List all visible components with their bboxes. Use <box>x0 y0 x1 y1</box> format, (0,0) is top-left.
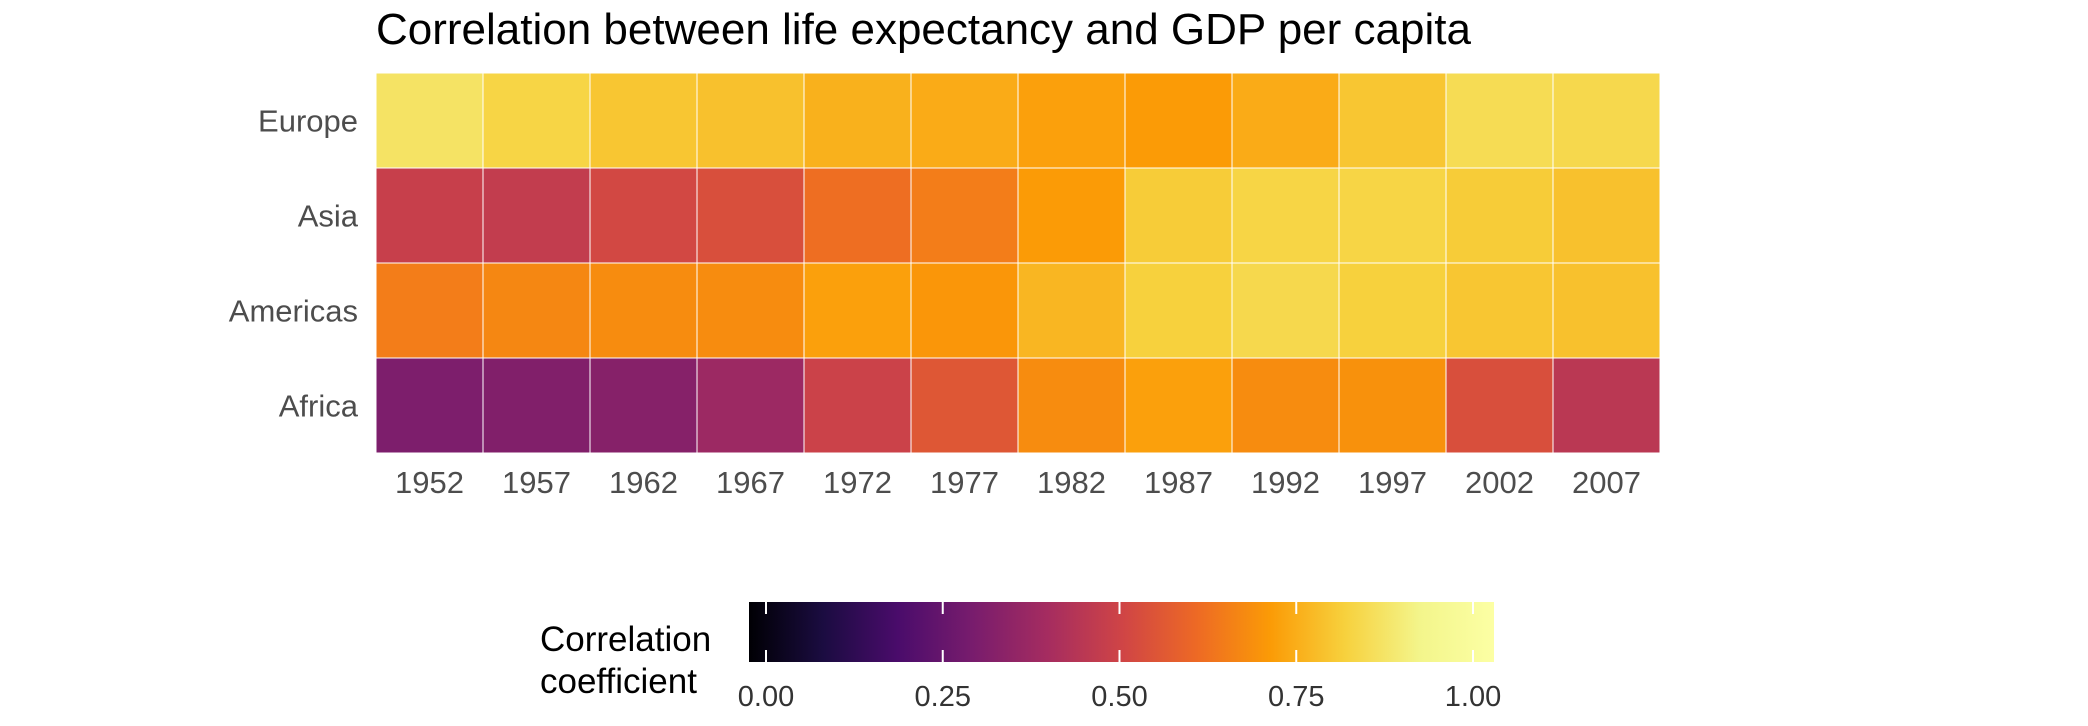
heatmap-cell-europe-1962 <box>589 72 698 169</box>
legend-title-line-1: Correlation <box>540 620 711 659</box>
row-label-africa: Africa <box>279 389 359 424</box>
heatmap-cell-africa-2007 <box>1552 357 1661 454</box>
heatmap-cell-asia-1977 <box>910 167 1019 264</box>
colorbar-tick-label: 0.25 <box>915 681 971 713</box>
heatmap-cell-europe-2002 <box>1445 72 1554 169</box>
column-label-2007: 2007 <box>1572 465 1641 500</box>
column-label-1972: 1972 <box>823 465 892 500</box>
row-label-asia: Asia <box>298 199 359 234</box>
heatmap-cell-europe-1972 <box>803 72 912 169</box>
heatmap-cell-europe-1952 <box>375 72 484 169</box>
heatmap-cells <box>375 72 1661 454</box>
colorbar-tick-label: 1.00 <box>1445 681 1501 713</box>
heatmap-cell-africa-1987 <box>1124 357 1233 454</box>
chart-title: Correlation between life expectancy and … <box>376 5 1471 54</box>
heatmap-cell-asia-1992 <box>1231 167 1340 264</box>
heatmap-cell-africa-1992 <box>1231 357 1340 454</box>
column-label-1997: 1997 <box>1358 465 1427 500</box>
legend-title-line-2: coefficient <box>540 662 697 701</box>
heatmap-cell-europe-1997 <box>1338 72 1447 169</box>
column-label-1967: 1967 <box>716 465 785 500</box>
column-label-1987: 1987 <box>1144 465 1213 500</box>
column-labels: 1952 1957 1962 1967 1972 1977 1982 1987 1992 1997… <box>395 465 1641 500</box>
heatmap-cell-europe-1967 <box>696 72 805 169</box>
heatmap-cell-europe-1957 <box>482 72 591 169</box>
row-label-europe: Europe <box>258 104 358 139</box>
colorbar-tick-label: 0.75 <box>1268 681 1324 713</box>
heatmap-cell-europe-1987 <box>1124 72 1233 169</box>
heatmap-cell-africa-1962 <box>589 357 698 454</box>
colorbar-tick-label: 0.00 <box>738 681 794 713</box>
heatmap-cell-asia-1967 <box>696 167 805 264</box>
column-label-1992: 1992 <box>1251 465 1320 500</box>
heatmap-cell-asia-1997 <box>1338 167 1447 264</box>
column-label-1952: 1952 <box>395 465 464 500</box>
heatmap-cell-europe-2007 <box>1552 72 1661 169</box>
row-labels: Europe Asia Americas Africa <box>229 104 359 424</box>
heatmap-cell-americas-1982 <box>1017 262 1126 359</box>
heatmap-cell-americas-1952 <box>375 262 484 359</box>
colorbar-legend: Correlation coefficient 0.00 0.25 0.50 0.75… <box>540 602 1501 713</box>
heatmap-cell-asia-2007 <box>1552 167 1661 264</box>
heatmap-cell-asia-1972 <box>803 167 912 264</box>
heatmap-cell-africa-1982 <box>1017 357 1126 454</box>
column-label-1977: 1977 <box>930 465 999 500</box>
column-label-1982: 1982 <box>1037 465 1106 500</box>
heatmap-cell-americas-1957 <box>482 262 591 359</box>
heatmap-cell-africa-1967 <box>696 357 805 454</box>
heatmap-cell-asia-2002 <box>1445 167 1554 264</box>
column-label-1957: 1957 <box>502 465 571 500</box>
heatmap-cell-americas-1962 <box>589 262 698 359</box>
heatmap-cell-africa-1977 <box>910 357 1019 454</box>
heatmap-cell-africa-1952 <box>375 357 484 454</box>
colorbar <box>749 602 1494 662</box>
heatmap-cell-africa-2002 <box>1445 357 1554 454</box>
heatmap-cell-americas-1977 <box>910 262 1019 359</box>
heatmap-cell-americas-1987 <box>1124 262 1233 359</box>
row-label-americas: Americas <box>229 294 358 329</box>
heatmap-cell-americas-1967 <box>696 262 805 359</box>
heatmap-cell-americas-2007 <box>1552 262 1661 359</box>
heatmap-cell-asia-1987 <box>1124 167 1233 264</box>
heatmap-cell-americas-2002 <box>1445 262 1554 359</box>
colorbar-ticks: 0.00 0.25 0.50 0.75 1.00 <box>738 602 1501 713</box>
heatmap-cell-africa-1972 <box>803 357 912 454</box>
heatmap-cell-americas-1972 <box>803 262 912 359</box>
heatmap-cell-europe-1982 <box>1017 72 1126 169</box>
heatmap-cell-americas-1997 <box>1338 262 1447 359</box>
column-label-2002: 2002 <box>1465 465 1534 500</box>
heatmap-cell-americas-1992 <box>1231 262 1340 359</box>
heatmap-cell-asia-1957 <box>482 167 591 264</box>
heatmap-cell-europe-1992 <box>1231 72 1340 169</box>
heatmap-cell-africa-1957 <box>482 357 591 454</box>
heatmap-cell-asia-1962 <box>589 167 698 264</box>
heatmap-cell-europe-1977 <box>910 72 1019 169</box>
colorbar-tick-label: 0.50 <box>1091 681 1147 713</box>
heatmap-cell-asia-1982 <box>1017 167 1126 264</box>
heatmap-cell-africa-1997 <box>1338 357 1447 454</box>
heatmap-cell-asia-1952 <box>375 167 484 264</box>
column-label-1962: 1962 <box>609 465 678 500</box>
